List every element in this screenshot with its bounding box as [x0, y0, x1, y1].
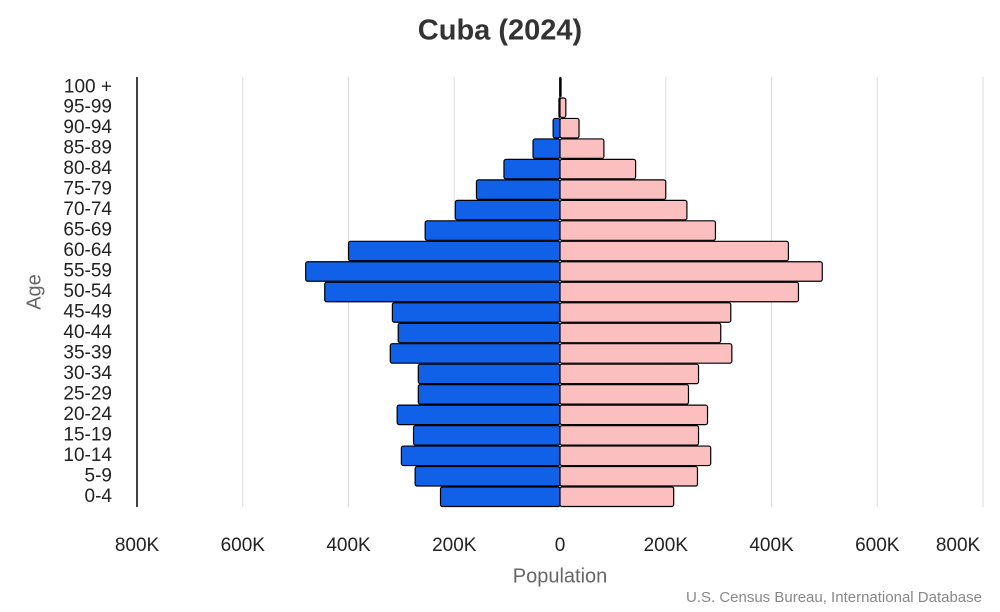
bar [417, 384, 561, 405]
x-tick-label: 400K [749, 535, 794, 556]
x-tick-label: 600K [221, 535, 266, 556]
bar [347, 240, 561, 262]
bar [559, 465, 699, 487]
bar [559, 117, 580, 139]
bar [559, 404, 709, 426]
y-axis-label: Age [23, 274, 45, 310]
bar [559, 76, 562, 98]
bar [396, 404, 561, 426]
y-tick-label: 85-89 [63, 138, 112, 159]
y-tick-label: 35-39 [63, 342, 112, 363]
y-tick-label: 10-14 [63, 445, 112, 466]
bar [559, 343, 733, 364]
x-tick-label: 200K [644, 535, 689, 556]
bar [397, 322, 561, 344]
bar [559, 486, 675, 508]
bar [559, 322, 722, 344]
x-tick-label: 800K [936, 535, 981, 556]
y-tick-label: 45-49 [63, 301, 112, 322]
y-tick-label: 100 + [64, 76, 112, 97]
y-tick-label: 95-99 [63, 97, 112, 118]
bar [389, 343, 561, 364]
x-tick-label: 800K [115, 535, 160, 556]
bar [552, 117, 561, 139]
source: U.S. Census Bureau, International Databa… [686, 589, 982, 606]
bar [559, 261, 823, 282]
y-tick-label: 5-9 [85, 465, 112, 486]
y-tick-label: 70-74 [63, 199, 112, 220]
bar [400, 445, 561, 467]
y-tick-label: 30-34 [63, 363, 112, 384]
x-axis-label: Population [513, 565, 608, 587]
bar [559, 220, 717, 241]
y-tick-label: 80-84 [63, 158, 112, 179]
bar [454, 199, 561, 221]
y-tick-label: 90-94 [63, 117, 112, 138]
bar [559, 199, 688, 221]
y-tick-label: 0-4 [85, 486, 113, 507]
bar [503, 158, 561, 180]
x-tick-label: 400K [326, 535, 371, 556]
x-tick-label: 600K [855, 535, 900, 556]
bar [559, 97, 567, 119]
bar [559, 240, 790, 262]
y-tick-label: 20-24 [63, 404, 112, 425]
y-tick-label: 55-59 [63, 261, 112, 282]
bar [559, 384, 690, 405]
bar [424, 220, 561, 241]
bar [417, 363, 561, 385]
bar [559, 158, 637, 180]
bar [559, 302, 732, 323]
bar [305, 261, 561, 282]
bar [559, 281, 800, 303]
x-tick-label: 200K [432, 535, 477, 556]
bar [532, 138, 561, 160]
y-tick-label: 60-64 [63, 240, 112, 261]
chart-title: Cuba (2024) [418, 15, 582, 47]
x-tick-label: 0 [555, 535, 566, 556]
bar [412, 424, 561, 446]
bar [559, 363, 700, 385]
bar [324, 281, 561, 303]
bar [559, 445, 712, 467]
y-tick-label: 65-69 [63, 220, 112, 241]
y-tick-label: 75-79 [63, 179, 112, 200]
bar [559, 138, 605, 160]
bar [559, 424, 700, 446]
y-tick-label: 25-29 [63, 383, 112, 404]
bar [475, 179, 561, 200]
y-tick-label: 40-44 [63, 322, 112, 343]
bar [414, 465, 561, 487]
bar [559, 179, 667, 200]
bars [305, 76, 823, 508]
bar [391, 302, 561, 323]
y-tick-label: 15-19 [63, 424, 112, 445]
y-tick-label: 50-54 [63, 281, 112, 302]
bar [439, 486, 561, 508]
